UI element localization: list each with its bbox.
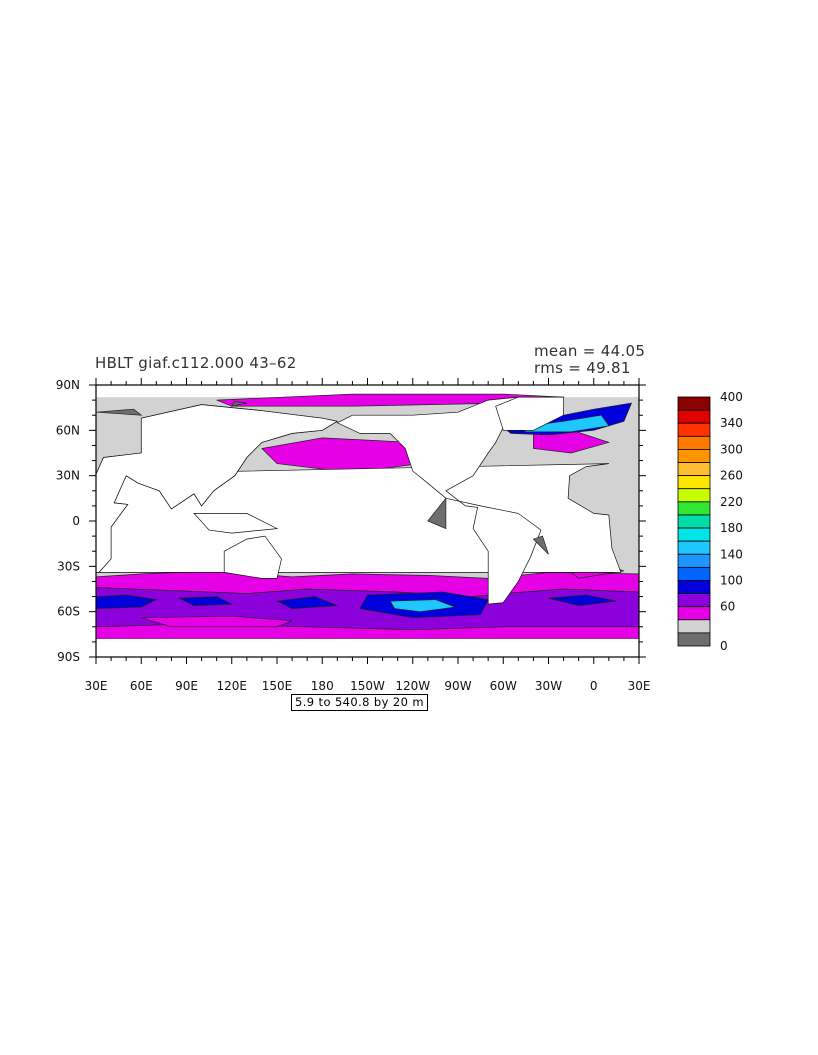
- x-tick-label: 0: [590, 679, 598, 693]
- colorbar-label: 300: [720, 442, 743, 456]
- x-tick-label: 150W: [350, 679, 385, 693]
- mean-value: mean = 44.05: [534, 342, 646, 360]
- colorbar-swatch: [677, 449, 711, 463]
- x-tick-label: 90E: [175, 679, 198, 693]
- colorbar-label: 60: [720, 600, 735, 614]
- colorbar-swatch: [677, 409, 711, 424]
- colorbar-label: 400: [720, 390, 743, 404]
- colorbar-label: 0: [720, 639, 728, 653]
- colorbar-swatch: [677, 462, 711, 477]
- colorbar-label: 100: [720, 573, 743, 587]
- land-australia: [223, 535, 282, 579]
- rms-value: rms = 49.81: [534, 359, 631, 377]
- south-indian-blue-cell: [178, 596, 232, 606]
- coastal-low-brazil: [532, 535, 549, 555]
- colorbar-swatch: [677, 540, 711, 555]
- colorbar-label: 140: [720, 547, 743, 561]
- x-tick-label: 180: [311, 679, 334, 693]
- land-indonesia: [193, 513, 279, 534]
- x-tick-label: 150E: [262, 679, 293, 693]
- labrador-sea-cyan: [517, 414, 610, 433]
- colorbar-swatch: [677, 396, 711, 411]
- colorbar-swatch: [677, 619, 711, 634]
- colorbar-swatch: [677, 488, 711, 503]
- colorbar-swatch: [677, 566, 711, 581]
- colorbar-label: 220: [720, 495, 743, 509]
- colorbar-swatch: [677, 593, 711, 608]
- x-tick-label: 30W: [535, 679, 562, 693]
- colorbar-swatch: [677, 553, 711, 568]
- colorbar: 400 340 300 260 220 180 140 100 60 0: [677, 390, 743, 653]
- y-tick-label: 0: [72, 514, 80, 528]
- y-tick-label: 90N: [56, 378, 80, 392]
- colorbar-label: 180: [720, 521, 743, 535]
- colorbar-swatch: [677, 514, 711, 529]
- land-greenland: [495, 396, 564, 431]
- x-tick-label: 30E: [628, 679, 651, 693]
- colorbar-swatch: [677, 422, 711, 437]
- colorbar-label: 260: [720, 469, 743, 483]
- contour-range-label: 5.9 to 540.8 by 20 m: [291, 694, 428, 711]
- x-tick-label: 90W: [444, 679, 471, 693]
- indian-ocean-blue-band: [96, 594, 158, 609]
- south-pacific-blue-west: [275, 596, 338, 609]
- south-pacific-cyan-core: [389, 599, 456, 613]
- colorbar-swatch: [677, 580, 711, 594]
- map-axes: 30E 60E 90E 120E 150E 180 150W 120W 90W 60W 30W 0 30…: [56, 378, 651, 693]
- x-tick-label: 60W: [490, 679, 517, 693]
- colorbar-swatch: [677, 632, 711, 647]
- colorbar-swatch: [677, 501, 711, 516]
- land-eurasia-east: [96, 404, 339, 573]
- colorbar-label: 340: [720, 416, 743, 430]
- coastal-low-siberia: [231, 401, 247, 407]
- x-tick-label: 120E: [217, 679, 248, 693]
- antarctic-margin-magenta: [141, 615, 293, 628]
- coastal-low-arctic: [96, 408, 143, 416]
- y-tick-label: 30N: [56, 469, 80, 483]
- x-tick-label: 60E: [130, 679, 153, 693]
- x-tick-label: 120W: [395, 679, 430, 693]
- plot-title: HBLT giaf.c112.000 ‌43–62‌: [95, 354, 297, 372]
- colorbar-swatch: [677, 435, 711, 450]
- x-tick-label: 30E: [85, 679, 108, 693]
- colorbar-swatch: [677, 475, 711, 490]
- y-tick-label: 30S: [57, 559, 80, 573]
- ocean-map: [96, 385, 639, 657]
- colorbar-swatch: [677, 527, 711, 542]
- y-tick-label: 90S: [57, 650, 80, 664]
- y-tick-label: 60N: [56, 423, 80, 437]
- land-antarctica: [96, 638, 639, 657]
- colorbar-swatch: [677, 606, 711, 621]
- coastal-low-east-pacific: [427, 497, 447, 530]
- south-atlantic-blue-cell: [548, 594, 617, 606]
- y-tick-label: 60S: [57, 605, 80, 619]
